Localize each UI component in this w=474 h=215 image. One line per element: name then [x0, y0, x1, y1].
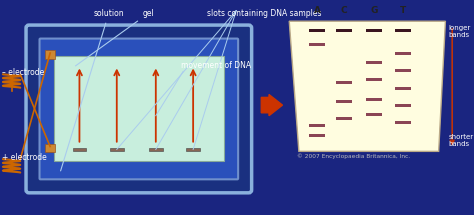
Bar — [46, 50, 55, 59]
Text: movement of DNA: movement of DNA — [181, 61, 251, 71]
Text: gel: gel — [75, 9, 155, 66]
Bar — [309, 43, 325, 46]
Bar — [110, 147, 124, 151]
Bar — [46, 144, 55, 152]
Bar — [395, 52, 411, 55]
Bar — [309, 134, 325, 137]
FancyArrow shape — [261, 94, 283, 116]
Bar — [336, 100, 352, 103]
FancyBboxPatch shape — [26, 25, 252, 193]
Bar — [186, 147, 200, 151]
Bar — [336, 81, 352, 84]
Bar — [366, 78, 382, 81]
Bar — [395, 88, 411, 90]
Bar — [309, 29, 325, 32]
Text: A: A — [314, 6, 321, 15]
Text: slots containing DNA samples: slots containing DNA samples — [207, 9, 322, 18]
Text: + electrode: + electrode — [2, 153, 46, 162]
Text: G: G — [370, 6, 378, 15]
Text: C: C — [341, 6, 347, 15]
Bar — [73, 147, 86, 151]
Bar — [366, 29, 382, 32]
Bar — [366, 114, 382, 116]
Text: solution: solution — [61, 9, 124, 171]
Bar — [395, 29, 411, 32]
FancyBboxPatch shape — [39, 38, 238, 179]
Bar — [395, 121, 411, 124]
Bar — [336, 29, 352, 32]
Bar — [395, 104, 411, 107]
Text: © 2007 Encyclopaedia Britannica, Inc.: © 2007 Encyclopaedia Britannica, Inc. — [297, 154, 410, 159]
Bar — [54, 56, 224, 161]
Polygon shape — [289, 21, 446, 151]
Text: T: T — [400, 6, 406, 15]
Text: shorter
bands: shorter bands — [448, 134, 474, 147]
Bar — [336, 117, 352, 120]
Bar — [366, 98, 382, 101]
Text: longer
bands: longer bands — [448, 25, 471, 38]
Bar — [149, 147, 163, 151]
Text: – electrode: – electrode — [2, 68, 44, 77]
Bar — [395, 69, 411, 72]
Bar — [309, 124, 325, 127]
Bar — [366, 61, 382, 64]
